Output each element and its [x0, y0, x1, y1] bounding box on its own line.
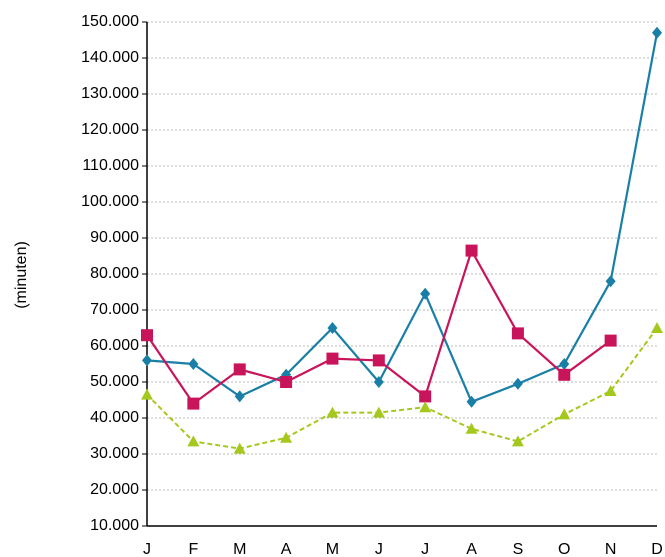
series-line: [146, 327, 658, 450]
y-tick-label: 20.000: [90, 481, 139, 498]
x-tick-label: M: [233, 541, 246, 557]
data-point: [558, 368, 571, 381]
data-point: [605, 275, 616, 288]
data-point: [652, 26, 662, 39]
y-tick-label: 90.000: [90, 229, 139, 246]
y-tick-label: 80.000: [90, 265, 139, 282]
x-tick-label: J: [375, 541, 383, 557]
data-point: [187, 435, 200, 447]
y-tick-label: 140.000: [81, 49, 139, 66]
x-tick-label: S: [513, 541, 524, 557]
y-tick-label: 110.000: [82, 157, 139, 174]
x-tick-label: M: [326, 541, 339, 557]
data-point: [465, 244, 478, 257]
data-point: [604, 334, 617, 347]
data-point: [327, 322, 338, 334]
x-tick-label: A: [281, 541, 292, 557]
data-point: [326, 352, 339, 365]
data-point: [372, 406, 385, 418]
data-point: [419, 401, 432, 413]
data-point: [326, 406, 339, 418]
y-tick-label: 60.000: [90, 337, 139, 354]
y-tick-label: 40.000: [90, 409, 139, 426]
data-point: [511, 435, 524, 447]
y-axis-label: (minuten): [13, 241, 30, 309]
x-tick-label: O: [558, 541, 570, 557]
data-point: [511, 327, 524, 340]
data-point: [651, 322, 663, 333]
x-tick-label: J: [421, 541, 429, 557]
data-point: [187, 397, 200, 410]
x-tick-label: N: [605, 541, 617, 557]
data-point: [141, 388, 153, 400]
data-point: [188, 358, 199, 370]
y-tick-label: 10.000: [90, 517, 139, 534]
data-point: [280, 431, 293, 443]
y-tick-label: 50.000: [90, 373, 139, 390]
data-point: [233, 363, 246, 376]
data-point: [420, 287, 431, 300]
data-point: [466, 395, 477, 408]
data-point: [372, 354, 385, 367]
x-tick-label: F: [188, 541, 198, 557]
data-point: [512, 377, 523, 390]
series-line: [146, 32, 659, 404]
data-point: [234, 390, 245, 403]
data-point: [465, 422, 478, 434]
data-point: [233, 442, 246, 454]
data-point: [142, 354, 152, 367]
y-tick-label: 120.000: [81, 121, 139, 138]
x-tick-label: A: [466, 541, 477, 557]
y-tick-label: 100.000: [81, 193, 139, 210]
data-point: [558, 408, 571, 420]
data-point: [604, 385, 617, 396]
y-tick-label: 30.000: [90, 445, 139, 462]
x-tick-label: J: [143, 541, 151, 557]
data-point: [559, 358, 570, 370]
data-point: [373, 376, 384, 388]
x-tick-label: D: [651, 541, 663, 557]
y-tick-label: 130.000: [81, 85, 139, 102]
data-point: [141, 329, 153, 342]
data-point: [280, 376, 293, 388]
data-point: [419, 390, 432, 403]
y-tick-label: 150.000: [81, 13, 139, 30]
y-tick-label: 70.000: [90, 301, 139, 318]
